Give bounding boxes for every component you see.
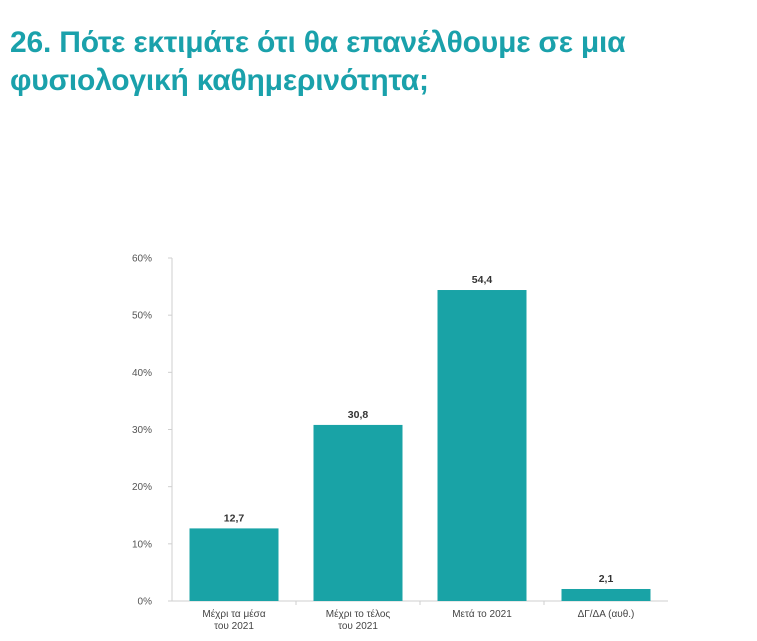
y-tick-label: 20% (132, 482, 152, 493)
x-axis (172, 600, 668, 605)
x-category-label-line: του 2021 (214, 621, 254, 632)
y-axis: 0% 10% 20% 30% 40% 50% 60% (132, 254, 173, 608)
page-title: 26. Πότε εκτιμάτε ότι θα επανέλθουμε σε … (10, 26, 626, 97)
x-category-label-line: ΔΓ/ΔΑ (αυθ.) (578, 609, 635, 620)
bar (313, 424, 403, 601)
x-category-label-line: Μέχρι τα μέσα (202, 608, 265, 620)
bars (189, 290, 651, 601)
x-category-label: Μέχρι το τέλος του 2021 (326, 608, 391, 632)
bar-value-label: 2,1 (599, 573, 614, 585)
x-category-label: ΔΓ/ΔΑ (αυθ.) (578, 609, 635, 620)
y-tick-label: 10% (132, 539, 152, 550)
x-category-label-line: Μετά το 2021 (452, 608, 512, 620)
y-tick-label: 30% (132, 425, 152, 436)
x-category-label: Μέχρι τα μέσα του 2021 (202, 608, 265, 632)
bar (189, 528, 279, 601)
bar (437, 290, 527, 601)
x-category-label: Μετά το 2021 (452, 608, 512, 620)
bar (561, 588, 651, 601)
bar-value-label: 12,7 (224, 512, 245, 524)
bar-value-label: 54,4 (472, 274, 493, 286)
y-tick-label: 0% (138, 597, 153, 608)
x-category-label-line: του 2021 (338, 621, 378, 632)
y-tick-label: 40% (132, 368, 152, 379)
bar-value-label: 30,8 (348, 409, 369, 421)
y-tick-label: 60% (132, 254, 152, 265)
y-tick-label: 50% (132, 311, 152, 322)
x-category-label-line: Μέχρι το τέλος (326, 608, 391, 620)
data-labels: 12,7 30,8 54,4 2,1 (224, 274, 614, 585)
